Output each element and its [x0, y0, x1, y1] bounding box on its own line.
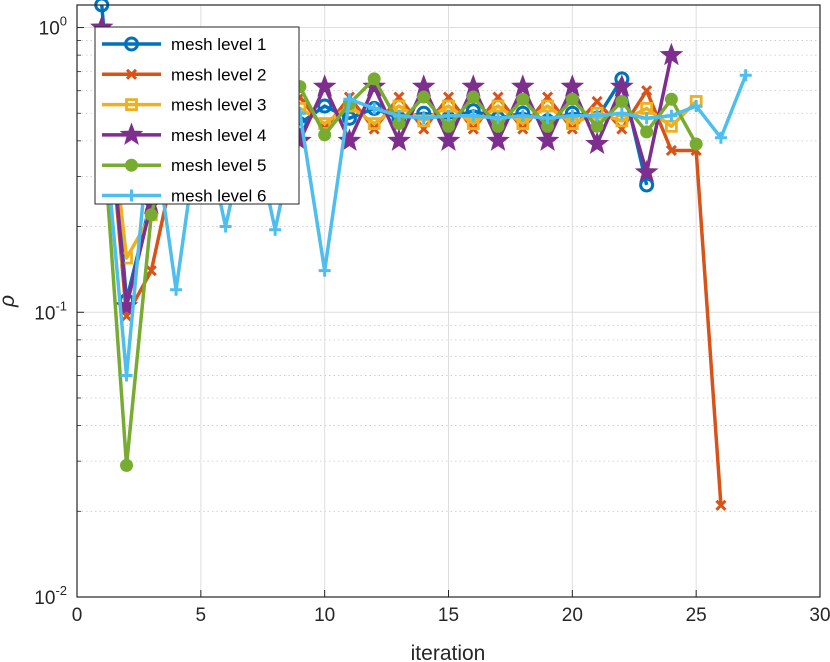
series-3-point — [367, 117, 381, 130]
series-6-point — [492, 112, 505, 125]
series-6-point — [714, 131, 727, 144]
series-4-point — [436, 128, 461, 151]
series-2-point — [665, 144, 677, 157]
series-4-point — [585, 131, 609, 155]
y-tick-exponent: 0 — [60, 14, 67, 29]
series-5-point — [590, 119, 604, 133]
series-6-point — [417, 112, 430, 125]
series-6-point — [739, 69, 752, 82]
series-6-point — [442, 109, 455, 122]
legend-label: mesh level 3 — [171, 96, 266, 115]
legend-item: mesh level 2 — [102, 65, 266, 84]
series-3-point — [491, 99, 505, 113]
series-6-point — [343, 93, 356, 106]
series-6-point — [591, 109, 604, 122]
series-5-point — [516, 92, 530, 106]
legend-label: mesh level 4 — [171, 126, 266, 145]
series-2-point — [145, 265, 157, 277]
series-2-point — [641, 85, 653, 97]
series-4-point — [387, 128, 411, 151]
legend-box — [94, 26, 300, 205]
series-4-point — [312, 74, 337, 97]
y-tick-exponent: -2 — [55, 583, 67, 598]
series-6-point — [665, 109, 678, 122]
series-5-point — [640, 125, 654, 139]
series-4-point — [486, 128, 510, 151]
x-tick-label: 30 — [809, 605, 830, 626]
y-axis-label: ρ — [0, 295, 19, 308]
legend-swatch-marker — [119, 122, 144, 145]
series-6-point — [269, 223, 282, 236]
series-4-point — [362, 74, 387, 97]
series-6-point — [368, 102, 381, 115]
series-4-point — [610, 74, 634, 97]
series-5-point — [120, 458, 134, 472]
legend-swatch-marker — [125, 68, 138, 80]
series-1-point — [317, 98, 333, 114]
series-4-point — [634, 159, 659, 183]
legend-item: mesh level 5 — [102, 156, 266, 175]
legend-swatch-marker — [125, 189, 138, 202]
legend-swatch-marker — [124, 36, 139, 52]
series-4-point — [535, 128, 560, 151]
series-6-point — [615, 107, 628, 120]
series-6-point — [219, 220, 232, 233]
series-5-point — [466, 90, 480, 104]
y-tick-label: 100 — [39, 14, 67, 40]
y-tick-label: 10-1 — [34, 298, 67, 324]
legend-item: mesh level 4 — [102, 122, 266, 145]
x-tick-label: 20 — [562, 605, 583, 626]
legend-label: mesh level 6 — [171, 187, 266, 206]
series-6-point — [467, 109, 480, 122]
y-tick-exponent: -1 — [55, 298, 67, 313]
series-6-point — [690, 100, 703, 113]
series-6-point — [318, 264, 331, 277]
legend-item: mesh level 6 — [102, 187, 266, 206]
x-tick-label: 25 — [686, 605, 707, 626]
series-5-point — [318, 128, 332, 142]
series-6-point — [516, 109, 529, 122]
series-4-point — [510, 74, 535, 97]
series-4-point — [560, 74, 585, 97]
series-6-point — [640, 112, 653, 125]
series-3-point — [541, 99, 554, 113]
x-tick-label: 15 — [438, 605, 459, 626]
series-5-point — [565, 92, 579, 106]
y-tick-base: 10 — [34, 588, 55, 609]
series-4-point — [659, 42, 684, 66]
series-6-point — [566, 109, 579, 122]
legend-swatch-marker — [125, 158, 138, 172]
x-tick-label: 5 — [196, 605, 207, 626]
series-1-point — [639, 177, 655, 193]
series-6-point — [120, 369, 133, 382]
series-2-point — [715, 499, 727, 511]
x-axis-label: iteration — [411, 642, 486, 662]
series-5-point — [689, 137, 703, 151]
legend: mesh level 1 mesh level 2 mesh level 3 mesh… — [94, 26, 300, 206]
legend-label: mesh level 5 — [171, 156, 266, 175]
x-tick-label: 0 — [72, 605, 83, 626]
series-6-point — [170, 283, 183, 296]
y-tick-base: 10 — [34, 303, 55, 324]
series-6-point — [392, 109, 405, 122]
series-5-point — [615, 94, 629, 108]
y-tick-label: 10-2 — [34, 583, 67, 609]
legend-label: mesh level 1 — [171, 35, 266, 54]
legend-item: mesh level 3 — [102, 96, 266, 115]
series-4-point — [337, 128, 362, 151]
legend-swatch-marker — [125, 98, 138, 111]
legend-item: mesh level 1 — [102, 35, 266, 54]
legend-label: mesh level 2 — [171, 65, 266, 84]
series-5-point — [417, 90, 431, 104]
series-2-point — [591, 95, 603, 108]
series-5-point — [144, 208, 158, 222]
x-tick-label: 10 — [314, 605, 335, 626]
series-6-point — [541, 112, 554, 125]
series-5-point — [442, 119, 455, 133]
series-5-point — [664, 92, 678, 106]
series-5-point — [367, 72, 381, 86]
y-tick-base: 10 — [39, 19, 60, 40]
